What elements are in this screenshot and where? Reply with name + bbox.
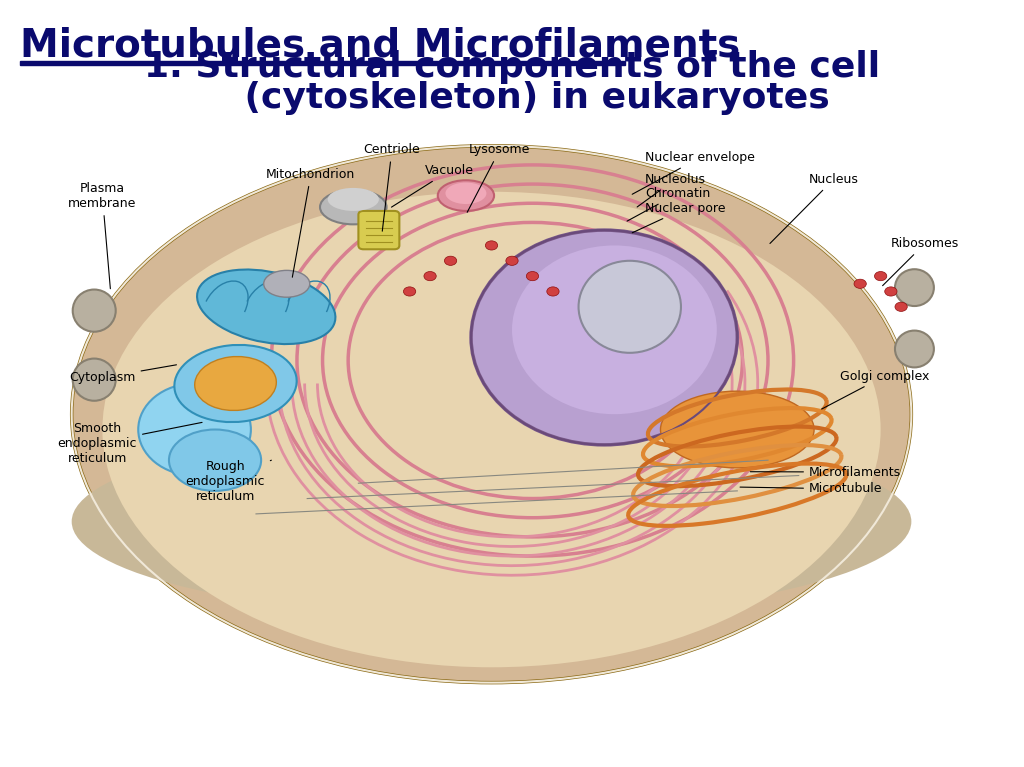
Text: Chromatin: Chromatin [627,187,711,221]
Ellipse shape [895,331,934,367]
Ellipse shape [197,269,336,344]
Text: Vacuole: Vacuole [391,164,474,207]
Text: Microfilaments: Microfilaments [751,466,901,479]
Circle shape [547,287,559,296]
Text: Nucleus: Nucleus [770,173,859,243]
Ellipse shape [264,271,310,298]
Ellipse shape [660,391,814,468]
Ellipse shape [73,290,116,332]
Text: Nuclear pore: Nuclear pore [632,202,726,232]
Circle shape [874,272,887,281]
Text: Smooth
endoplasmic
reticulum: Smooth endoplasmic reticulum [57,422,202,465]
Circle shape [526,272,539,281]
Circle shape [885,287,897,296]
Ellipse shape [73,359,116,401]
Bar [20,61,625,65]
Text: (cytoskeleton) in eukaryotes: (cytoskeleton) in eukaryotes [195,81,829,114]
Text: Lysosome: Lysosome [467,143,530,212]
FancyBboxPatch shape [358,211,399,249]
Ellipse shape [169,430,261,491]
Circle shape [424,272,436,281]
Text: Plasma
membrane: Plasma membrane [69,182,136,288]
Ellipse shape [438,180,495,211]
Circle shape [506,256,518,265]
Text: Ribosomes: Ribosomes [883,237,959,285]
Text: Cytoplasm: Cytoplasm [70,365,176,384]
Circle shape [444,256,457,265]
Circle shape [895,302,907,311]
Ellipse shape [471,230,737,445]
Ellipse shape [579,261,681,353]
Text: Golgi complex: Golgi complex [821,370,929,409]
Ellipse shape [895,269,934,306]
Text: Rough
endoplasmic
reticulum: Rough endoplasmic reticulum [185,460,271,503]
Ellipse shape [328,188,379,211]
Text: Nucleolus: Nucleolus [637,173,707,207]
Text: Mitochondrion: Mitochondrion [266,168,355,277]
Circle shape [403,287,416,296]
Circle shape [854,279,866,288]
Text: Microtubules and Microfilaments: Microtubules and Microfilaments [20,27,740,65]
Ellipse shape [138,384,251,476]
Ellipse shape [195,357,276,410]
Text: Nuclear envelope: Nuclear envelope [632,151,755,194]
Text: 1. Structural components of the cell: 1. Structural components of the cell [144,50,880,84]
Ellipse shape [72,146,911,683]
Text: Microtubule: Microtubule [740,482,883,495]
Ellipse shape [102,192,881,667]
Ellipse shape [72,426,911,617]
Circle shape [485,241,498,250]
Ellipse shape [512,245,717,414]
Text: Centriole: Centriole [364,143,420,231]
Ellipse shape [174,345,297,422]
Ellipse shape [319,190,386,225]
Ellipse shape [445,183,486,204]
